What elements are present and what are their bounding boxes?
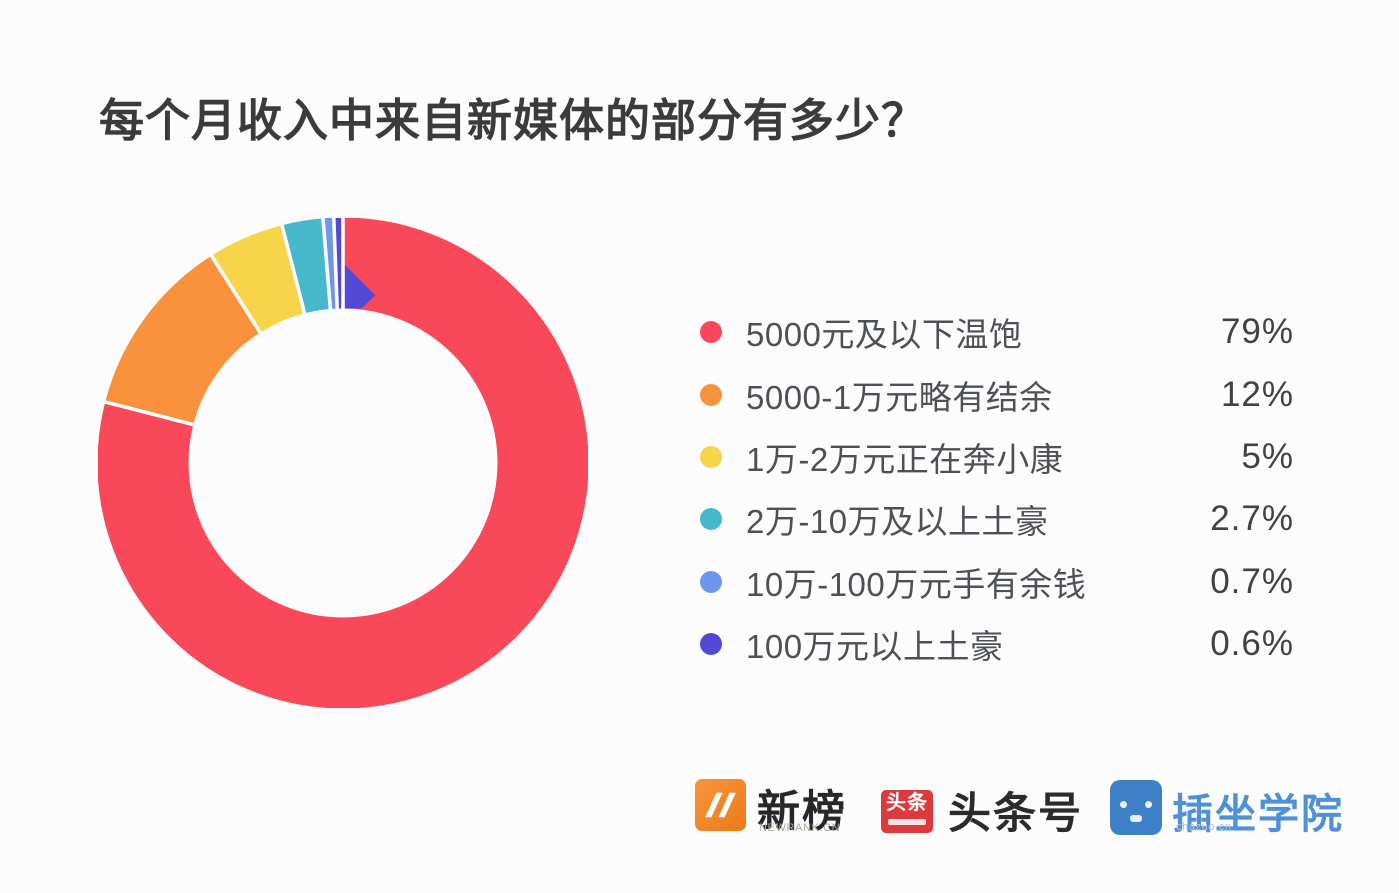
chazuo-domain: chazuo.cn xyxy=(1176,821,1232,833)
chazuo-name: 插坐学院 xyxy=(1172,791,1344,837)
segment-divider xyxy=(331,218,340,310)
legend-item: 100万元以上土豪 0.6% xyxy=(700,613,1294,675)
legend-item: 5000-1万元略有结余 12% xyxy=(700,363,1294,425)
legend-item: 5000元及以下温饱 79% xyxy=(700,301,1294,363)
legend-value: 12% xyxy=(1220,374,1294,414)
legend-label: 100万元以上土豪 xyxy=(746,628,1004,666)
newrank-logo-icon xyxy=(695,779,746,831)
segment-divider xyxy=(103,399,195,427)
legend-swatch-icon xyxy=(700,570,722,593)
legend-value: 79% xyxy=(1220,312,1294,352)
legend-label: 5000-1万元略有结余 xyxy=(746,378,1053,416)
chart-title: 每个月收入中来自新媒体的部分有多少？ xyxy=(99,95,928,146)
robot-eye-left xyxy=(1120,801,1127,808)
toutiao-name: 头条号 xyxy=(948,790,1083,838)
robot-mouth xyxy=(1130,815,1142,822)
legend-value: 0.7% xyxy=(1210,561,1294,601)
chazuo-logo-icon xyxy=(1110,780,1162,835)
newrank-name: 新榜 xyxy=(757,788,847,836)
donut-chart xyxy=(98,218,588,708)
legend-swatch-icon xyxy=(700,633,722,656)
legend-item: 2万-10万及以上土豪 2.7% xyxy=(700,488,1294,550)
segment-divider xyxy=(279,223,307,315)
n-lightning-icon xyxy=(705,792,736,818)
toutiao-icon-strip xyxy=(888,819,926,825)
legend-swatch-icon xyxy=(700,508,722,531)
legend-value: 2.7% xyxy=(1210,499,1294,539)
legend-swatch-icon xyxy=(700,383,722,406)
legend-swatch-icon xyxy=(700,445,722,468)
robot-eye-right xyxy=(1145,801,1152,808)
legend-item: 1万-2万元正在奔小康 5% xyxy=(700,426,1294,488)
donut-svg xyxy=(98,218,588,708)
legend-label: 2万-10万及以上土豪 xyxy=(746,503,1049,541)
legend-swatch-icon xyxy=(700,321,722,344)
legend-value: 5% xyxy=(1241,436,1294,476)
segment-divider xyxy=(321,218,333,311)
newrank-domain: NEWRANK.CN xyxy=(759,822,841,834)
legend-label: 10万-100万元手有余钱 xyxy=(746,565,1087,603)
legend-label: 1万-2万元正在奔小康 xyxy=(746,440,1064,478)
toutiao-icon-text: 头条 xyxy=(886,792,928,814)
chart-legend: 5000元及以下温饱 79% 5000-1万元略有结余 12% 1万-2万元正在… xyxy=(700,301,1294,675)
legend-label: 5000元及以下温饱 xyxy=(746,316,1023,354)
legend-item: 10万-100万元手有余钱 0.7% xyxy=(700,551,1294,613)
legend-value: 0.6% xyxy=(1210,624,1294,664)
segment-divider xyxy=(209,253,263,335)
toutiao-logo-icon: 头条 xyxy=(881,790,933,833)
